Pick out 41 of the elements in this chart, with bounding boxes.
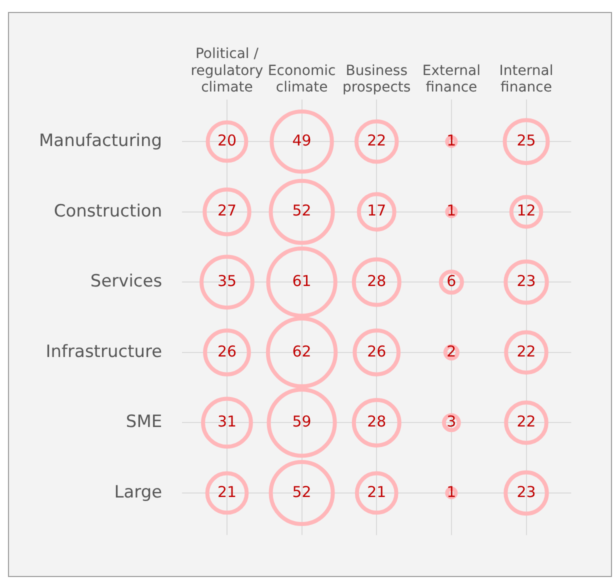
data-label: 21 xyxy=(217,482,237,501)
y-tick-label: SME xyxy=(126,412,162,432)
data-label: 49 xyxy=(292,131,312,150)
data-label: 3 xyxy=(446,412,456,431)
data-label: 1 xyxy=(446,202,456,220)
data-label: 52 xyxy=(292,202,312,220)
y-tick-label: Services xyxy=(90,272,162,292)
data-label: 35 xyxy=(217,272,237,290)
data-label: 1 xyxy=(446,482,456,501)
y-tick-label: Large xyxy=(114,482,162,502)
data-label: 22 xyxy=(516,412,536,431)
data-label: 22 xyxy=(516,342,536,360)
data-label: 23 xyxy=(516,272,536,290)
y-tick-label: Infrastructure xyxy=(46,342,162,362)
x-tick-label: Economic climate xyxy=(268,62,336,96)
x-tick-label: External finance xyxy=(422,62,480,96)
data-label: 21 xyxy=(367,482,386,501)
data-label: 61 xyxy=(292,272,312,290)
data-label: 6 xyxy=(446,272,456,290)
data-label: 12 xyxy=(516,202,536,220)
data-label: 26 xyxy=(217,342,237,360)
x-tick-label: Internal finance xyxy=(499,62,554,96)
data-label: 27 xyxy=(217,202,237,220)
data-label: 59 xyxy=(292,412,312,431)
data-label: 52 xyxy=(292,482,312,501)
data-label: 17 xyxy=(367,202,386,220)
x-tick-label: Political / regulatory climate xyxy=(190,46,264,96)
data-label: 20 xyxy=(217,131,237,150)
data-label: 1 xyxy=(446,131,456,150)
data-label: 2 xyxy=(446,342,456,360)
data-label: 31 xyxy=(217,412,237,431)
y-tick-label: Manufacturing xyxy=(38,130,162,151)
data-label: 28 xyxy=(367,272,386,290)
data-label: 22 xyxy=(367,131,386,150)
data-label: 62 xyxy=(292,342,312,360)
data-label: 26 xyxy=(367,342,386,360)
data-label: 28 xyxy=(367,412,386,431)
data-label: 25 xyxy=(516,131,536,150)
data-label: 23 xyxy=(516,482,536,501)
y-tick-label: Construction xyxy=(54,201,162,222)
x-tick-label: Business prospects xyxy=(342,62,411,96)
